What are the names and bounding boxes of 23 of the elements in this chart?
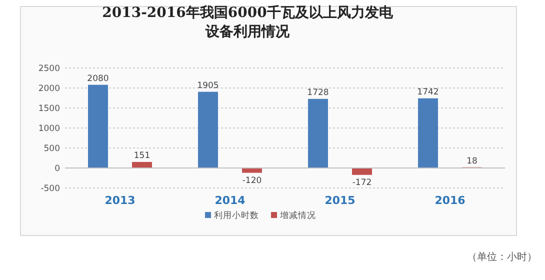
- data-label: 1905: [197, 80, 219, 91]
- data-label: 1728: [307, 88, 329, 98]
- y-tick-label: -500: [40, 184, 60, 194]
- data-label: 151: [134, 150, 150, 161]
- data-label: 18: [466, 156, 478, 166]
- x-tick-label: 2014: [214, 194, 246, 207]
- legend-label: 增减情况: [279, 210, 316, 221]
- y-tick-label: 1500: [38, 104, 60, 114]
- data-label: -120: [242, 176, 262, 186]
- x-tick-label: 2013: [104, 194, 136, 207]
- data-label: -172: [352, 178, 372, 188]
- legend-label: 利用小时数: [214, 210, 259, 221]
- y-tick-label: 500: [44, 144, 60, 154]
- x-tick-label: 2016: [434, 194, 466, 207]
- y-tick-label: 0: [54, 164, 60, 174]
- data-label: 2080: [87, 74, 109, 84]
- y-tick-label: 2500: [38, 64, 60, 74]
- chart-title: 2013-2016年我国6000千瓦及以上风力发电设备利用情况: [101, 4, 394, 42]
- y-tick-label: 2000: [38, 84, 60, 94]
- text: （单位：小时）: [467, 250, 537, 264]
- x-tick-label: 2015: [324, 194, 356, 207]
- y-tick-label: 1000: [38, 124, 60, 134]
- data-label: 1742: [417, 87, 439, 98]
